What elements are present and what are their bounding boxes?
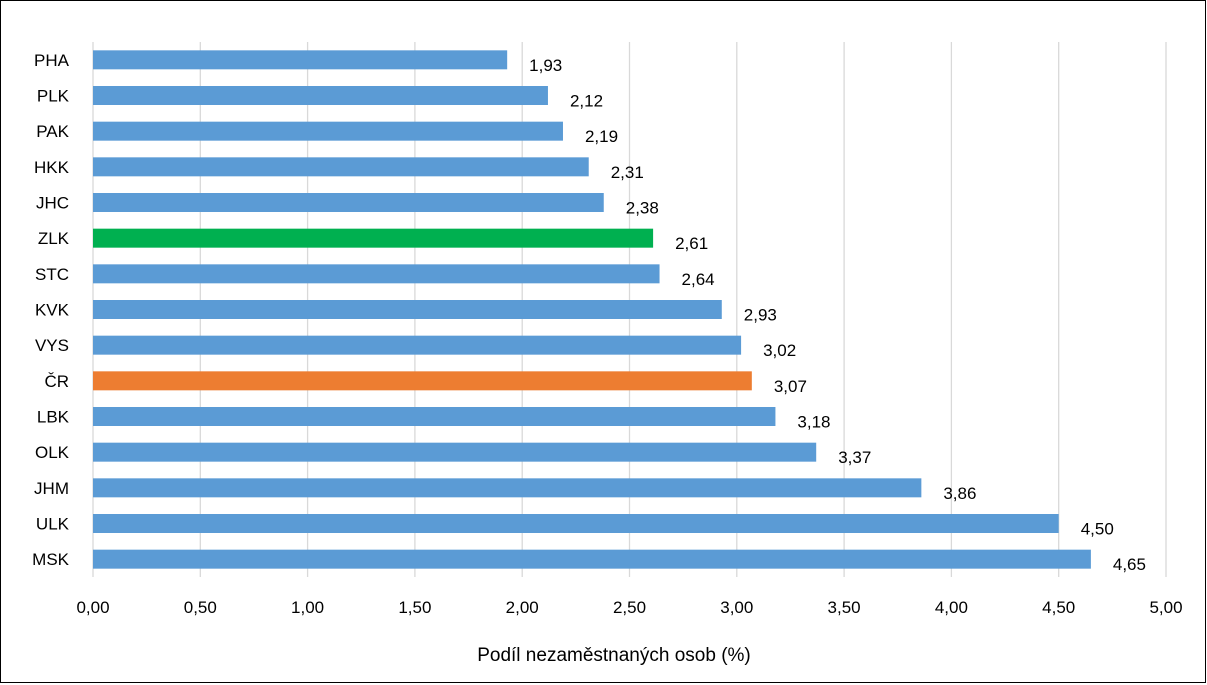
data-label: 4,65 [1113,555,1146,574]
x-tick-label: 3,50 [828,598,861,617]
category-label: PHA [34,51,70,70]
category-label: ZLK [38,229,70,248]
data-label: 3,37 [838,448,871,467]
x-tick-label: 4,50 [1042,598,1075,617]
bar [93,514,1059,533]
data-label: 3,07 [774,377,807,396]
data-label: 2,12 [570,92,603,111]
x-tick-label: 1,50 [398,598,431,617]
category-label: ULK [36,515,70,534]
category-label: HKK [34,158,70,177]
category-label: KVK [35,301,70,320]
bar [93,335,742,355]
x-tick-label: 1,00 [291,598,324,617]
data-label: 2,31 [611,163,644,182]
data-label: 2,38 [626,199,659,218]
bar [93,371,752,391]
bar [93,121,563,141]
x-axis-title: Podíl nezaměstnaných osob (%) [477,645,751,666]
category-label: JHC [36,194,69,213]
data-label: 2,93 [744,306,777,325]
category-label: VYS [35,336,69,355]
bar [93,407,776,426]
x-tick-label: 5,00 [1149,598,1182,617]
data-label: 3,86 [943,484,976,503]
data-label: 2,61 [675,234,708,253]
labels: 0,00 0,50 1,00 1,50 2,00 2,50 3,00 3,50 4,00 4,50… [32,51,1182,617]
category-label: STC [35,265,69,284]
bar [93,264,660,284]
bar [93,549,1091,569]
category-label: OLK [35,443,70,462]
bar [93,193,604,212]
bar [93,86,548,105]
bar [93,442,817,462]
bar [93,157,589,177]
x-tick-label: 0,50 [184,598,217,617]
category-label: PLK [37,87,70,106]
bars [93,50,1091,569]
x-tick-label: 3,00 [720,598,753,617]
bar [93,300,722,319]
data-label: 4,50 [1081,520,1114,539]
category-label: JHM [34,479,69,498]
x-tick-label: 4,00 [935,598,968,617]
bar [93,50,508,70]
bar [93,228,654,248]
data-label: 2,64 [682,270,715,289]
category-label: LBK [37,408,70,427]
category-label: PAK [36,122,69,141]
data-label: 3,18 [797,413,830,432]
x-tick-label: 2,50 [613,598,646,617]
x-tick-label: 2,00 [506,598,539,617]
category-label: MSK [32,550,70,569]
bar [93,478,922,498]
data-label: 1,93 [529,56,562,75]
category-label: ČR [44,372,69,391]
x-tick-label: 0,00 [76,598,109,617]
data-label: 3,02 [763,341,796,360]
data-label: 2,19 [585,127,618,146]
